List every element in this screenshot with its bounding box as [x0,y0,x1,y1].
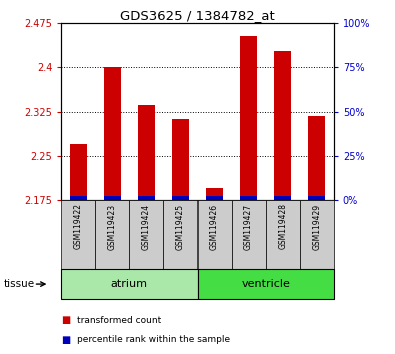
Text: percentile rank within the sample: percentile rank within the sample [77,335,230,344]
Bar [240,36,257,200]
Text: tissue: tissue [4,279,35,289]
Bar [70,196,87,200]
Text: GSM119426: GSM119426 [210,204,219,250]
Bar [61,200,95,269]
Text: GSM119424: GSM119424 [142,204,151,250]
Text: GSM119422: GSM119422 [74,204,83,250]
Bar [240,196,257,200]
Bar [172,196,189,200]
Bar [198,269,334,299]
Text: GDS3625 / 1384782_at: GDS3625 / 1384782_at [120,9,275,22]
Bar [138,196,155,200]
Bar [198,200,231,269]
Text: ■: ■ [61,315,70,325]
Text: GSM119429: GSM119429 [312,204,321,250]
Bar [206,188,223,200]
Bar [265,200,300,269]
Bar [104,196,121,200]
Bar [172,119,189,200]
Bar [104,67,121,200]
Text: GSM119425: GSM119425 [176,204,185,250]
Bar [274,51,291,200]
Text: ventricle: ventricle [241,279,290,289]
Text: atrium: atrium [111,279,148,289]
Bar [95,200,130,269]
Bar [308,116,325,200]
Bar [274,196,291,200]
Bar [138,105,155,200]
Bar [130,200,164,269]
Bar [308,196,325,200]
Text: ■: ■ [61,335,70,345]
Text: GSM119427: GSM119427 [244,204,253,250]
Text: GSM119428: GSM119428 [278,204,287,250]
Bar [300,200,334,269]
Bar [206,196,223,200]
Bar [61,269,197,299]
Bar [70,144,87,200]
Bar [164,200,198,269]
Text: transformed count: transformed count [77,316,161,325]
Text: GSM119423: GSM119423 [108,204,117,250]
Bar [231,200,265,269]
